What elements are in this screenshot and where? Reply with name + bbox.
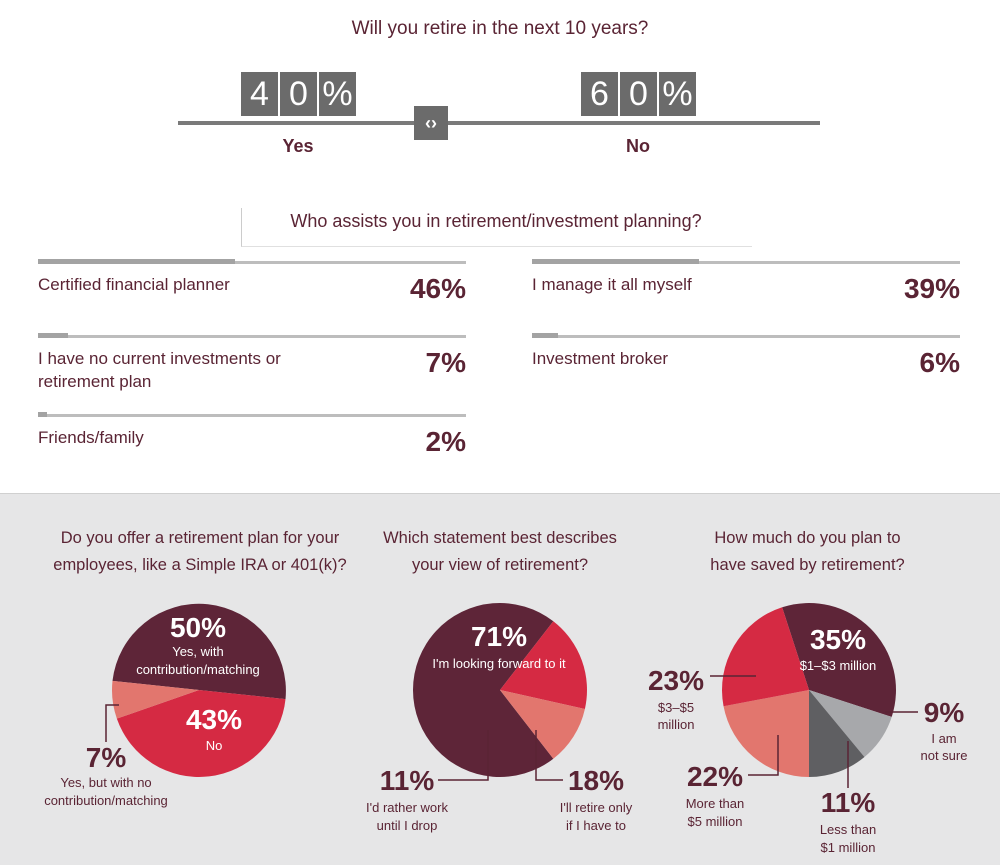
assist-label: I have no current investments or retirem…	[38, 349, 281, 391]
pie2-value-label: 71%	[471, 621, 527, 652]
no-digit-3: %	[659, 72, 696, 116]
pie1-slice-label: Yes, with	[172, 644, 224, 659]
pie1-slice-label: No	[206, 738, 223, 753]
pie1-slice-0	[112, 603, 286, 700]
assist-track	[532, 261, 960, 264]
pie1-value-label: 7%	[86, 742, 127, 773]
pie3-slice-label: not sure	[921, 748, 968, 763]
assist-pct: 6%	[919, 347, 960, 378]
pie3-leader	[748, 735, 779, 776]
assist-track	[38, 335, 466, 338]
pie2-slice-2	[500, 690, 585, 759]
pie1-value-label: 43%	[186, 704, 242, 735]
pie3-slice-label: $1–$3 million	[800, 658, 877, 673]
assist-track	[38, 261, 466, 264]
pie3-slice-label: $3–$5	[658, 700, 694, 715]
pie3-slice-label: $5 million	[688, 814, 743, 829]
yes-digit-3: %	[319, 72, 356, 116]
pie3-value-label: 9%	[924, 697, 965, 728]
assist-fill	[38, 333, 68, 338]
pie1-slice-label: Yes, but with no	[60, 775, 151, 790]
pie3-slice-label: million	[658, 717, 695, 732]
pie1-leader	[105, 704, 119, 742]
pie1-slice-1	[116, 690, 286, 777]
pie1-slice-label: contribution/matching	[44, 793, 168, 808]
pie3-slice-label: More than	[686, 796, 745, 811]
pie3-value-label: 35%	[810, 624, 866, 655]
slider-handle-icon[interactable]: ‹›	[414, 106, 448, 140]
pie2-value-label: 11%	[380, 765, 435, 796]
no-label: No	[626, 136, 650, 156]
pie3-slice-label: Less than	[820, 822, 876, 837]
assist-label: Certified financial planner	[38, 275, 230, 294]
assist-question-title: Who assists you in retirement/investment…	[290, 211, 702, 231]
no-digit-2: 0	[620, 72, 657, 116]
pie1-value-label: 50%	[170, 612, 226, 643]
yes-label: Yes	[282, 136, 314, 156]
assist-fill	[532, 333, 558, 338]
pie2-slice-label: until I drop	[377, 818, 438, 833]
pie2-title: Which statement best describes your view…	[383, 529, 617, 574]
pie3-slice-3	[723, 690, 809, 777]
pie3-slice-2	[809, 690, 865, 777]
pie2-leader	[535, 730, 563, 781]
pie1-title: Do you offer a retirement plan for your …	[53, 529, 347, 574]
assist-label: Investment broker	[532, 349, 669, 368]
pie3-title: How much do you plan to have saved by re…	[710, 529, 905, 574]
assist-track	[532, 335, 960, 338]
pie3-value-label: 23%	[648, 665, 704, 696]
pie2-slice-label: I'll retire only	[560, 800, 633, 815]
pie3-value-label: 11%	[821, 787, 876, 818]
pie3-slice-0	[782, 603, 896, 717]
pie3-value-label: 22%	[687, 761, 743, 792]
assist-pct: 2%	[425, 426, 466, 457]
assist-fill	[532, 259, 699, 264]
assist-pct: 7%	[425, 347, 466, 378]
assist-label: I manage it all myself	[532, 275, 692, 294]
yes-digit-2: 0	[280, 72, 317, 116]
pie1-slice-label: contribution/matching	[136, 662, 260, 677]
pie2-slice-label: I'd rather work	[366, 800, 448, 815]
assist-title-box	[241, 208, 752, 247]
pie3-slice-4	[722, 607, 809, 707]
pie2-value-label: 18%	[568, 765, 624, 796]
pie2-leader	[438, 730, 489, 781]
assist-track	[38, 414, 466, 417]
no-digit-1: 6	[581, 72, 618, 116]
assist-label: Friends/family	[38, 428, 144, 447]
pie2-slice-0	[412, 603, 554, 777]
pie2-slice-label: if I have to	[566, 818, 626, 833]
retire-question-title: Will you retire in the next 10 years?	[351, 18, 649, 39]
assist-pct: 39%	[903, 273, 960, 304]
assist-pct: 46%	[409, 273, 466, 304]
pie1-slice-2	[112, 680, 199, 719]
pie2-slice-label: I'm looking forward to it	[432, 656, 566, 671]
pie3-slice-1	[809, 690, 892, 758]
yes-digit-1: 4	[241, 72, 278, 116]
pie3-slice-label: I am	[931, 731, 956, 746]
assist-fill	[38, 412, 47, 417]
pie3-slice-label: $1 million	[821, 840, 876, 855]
pie2-slice-1	[500, 621, 587, 709]
slider-track	[178, 121, 820, 125]
assist-fill	[38, 259, 235, 264]
